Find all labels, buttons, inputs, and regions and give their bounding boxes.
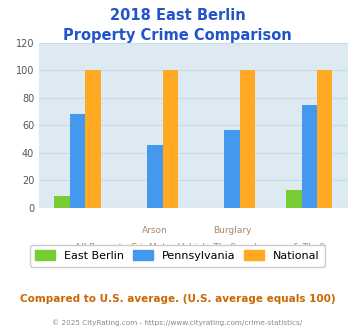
Bar [70, 115, 86, 208]
Bar [240, 70, 255, 208]
Bar [302, 105, 317, 208]
Bar [147, 145, 163, 208]
Bar [55, 195, 70, 208]
Text: Burglary: Burglary [213, 226, 251, 235]
Text: Larceny & Theft: Larceny & Theft [254, 243, 326, 251]
Text: Motor Vehicle Theft: Motor Vehicle Theft [149, 243, 237, 251]
Bar [286, 190, 302, 208]
Bar [163, 70, 178, 208]
Text: © 2025 CityRating.com - https://www.cityrating.com/crime-statistics/: © 2025 CityRating.com - https://www.city… [53, 319, 302, 326]
Text: 2018 East Berlin: 2018 East Berlin [110, 8, 245, 23]
Bar [317, 70, 332, 208]
Bar [224, 129, 240, 208]
Text: Property Crime Comparison: Property Crime Comparison [63, 28, 292, 43]
Text: All Property Crime: All Property Crime [75, 243, 158, 251]
Text: Arson: Arson [142, 226, 168, 235]
Legend: East Berlin, Pennsylvania, National: East Berlin, Pennsylvania, National [29, 245, 326, 267]
Bar [86, 70, 101, 208]
Text: Compared to U.S. average. (U.S. average equals 100): Compared to U.S. average. (U.S. average … [20, 294, 335, 304]
